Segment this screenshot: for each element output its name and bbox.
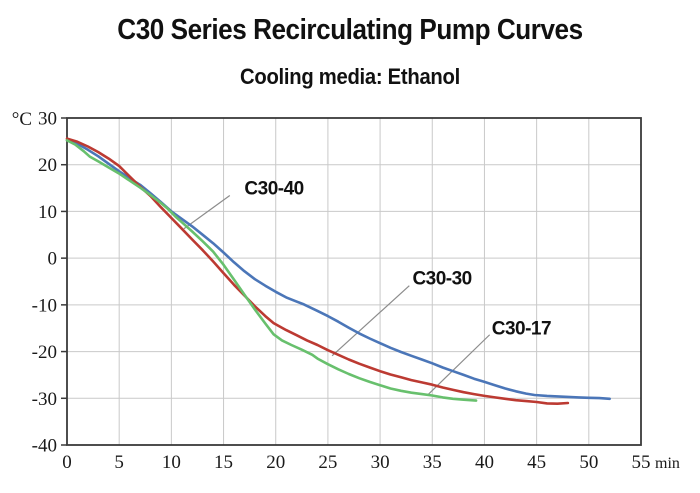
leader-group [183,195,491,395]
leader-line-c30-30 [331,285,410,357]
x-tick-label: 40 [475,452,494,473]
y-tick-label: -20 [32,342,57,363]
series-line-c30-30 [65,137,570,406]
x-tick-label: 25 [318,452,337,473]
y-tick-label: -30 [32,389,57,410]
x-tick-label: 35 [423,452,442,473]
y-tick-label: 30 [38,109,57,130]
x-tick-label: 30 [371,452,390,473]
leader-line-c30-40 [183,195,231,230]
x-tick-label: 0 [62,452,72,473]
x-tick-label: 10 [162,452,181,473]
x-tick-label: 50 [579,452,598,473]
series-label-c30-30: C30-30 [412,268,471,289]
y-tick-label: -10 [32,295,57,316]
series-label-c30-17: C30-17 [492,318,551,339]
x-tick-label: 15 [214,452,233,473]
y-tick-label: -40 [32,436,57,457]
y-tick-label: 20 [38,155,57,176]
x-tick-label: 20 [266,452,285,473]
grid-group [67,118,641,445]
y-tick-label: 10 [38,202,57,223]
chart-title: C30 Series Recirculating Pump Curves [117,14,583,46]
x-tick-label: 5 [114,452,124,473]
series-line-c30-40 [65,138,612,401]
plot-border [66,117,642,446]
series-group [65,137,612,406]
leader-line-c30-17 [427,334,491,395]
axis-group: 30 20 10 0 -10 -20 -30 -40 °C 0 5 10 15 20 25 30 35 40 45 5… [12,109,680,474]
y-tick-label: 0 [48,249,58,270]
chart-subtitle: Cooling media: Ethanol [240,64,460,89]
x-tick-label: 55 [632,452,651,473]
series-line-c30-17 [65,139,478,402]
y-axis-unit: °C [12,109,32,130]
series-label-c30-40: C30-40 [244,179,303,200]
x-tick-label: 45 [527,452,546,473]
x-axis-unit: min [655,455,680,472]
annotation-group: C30-40 C30-30 C30-17 [244,179,551,340]
